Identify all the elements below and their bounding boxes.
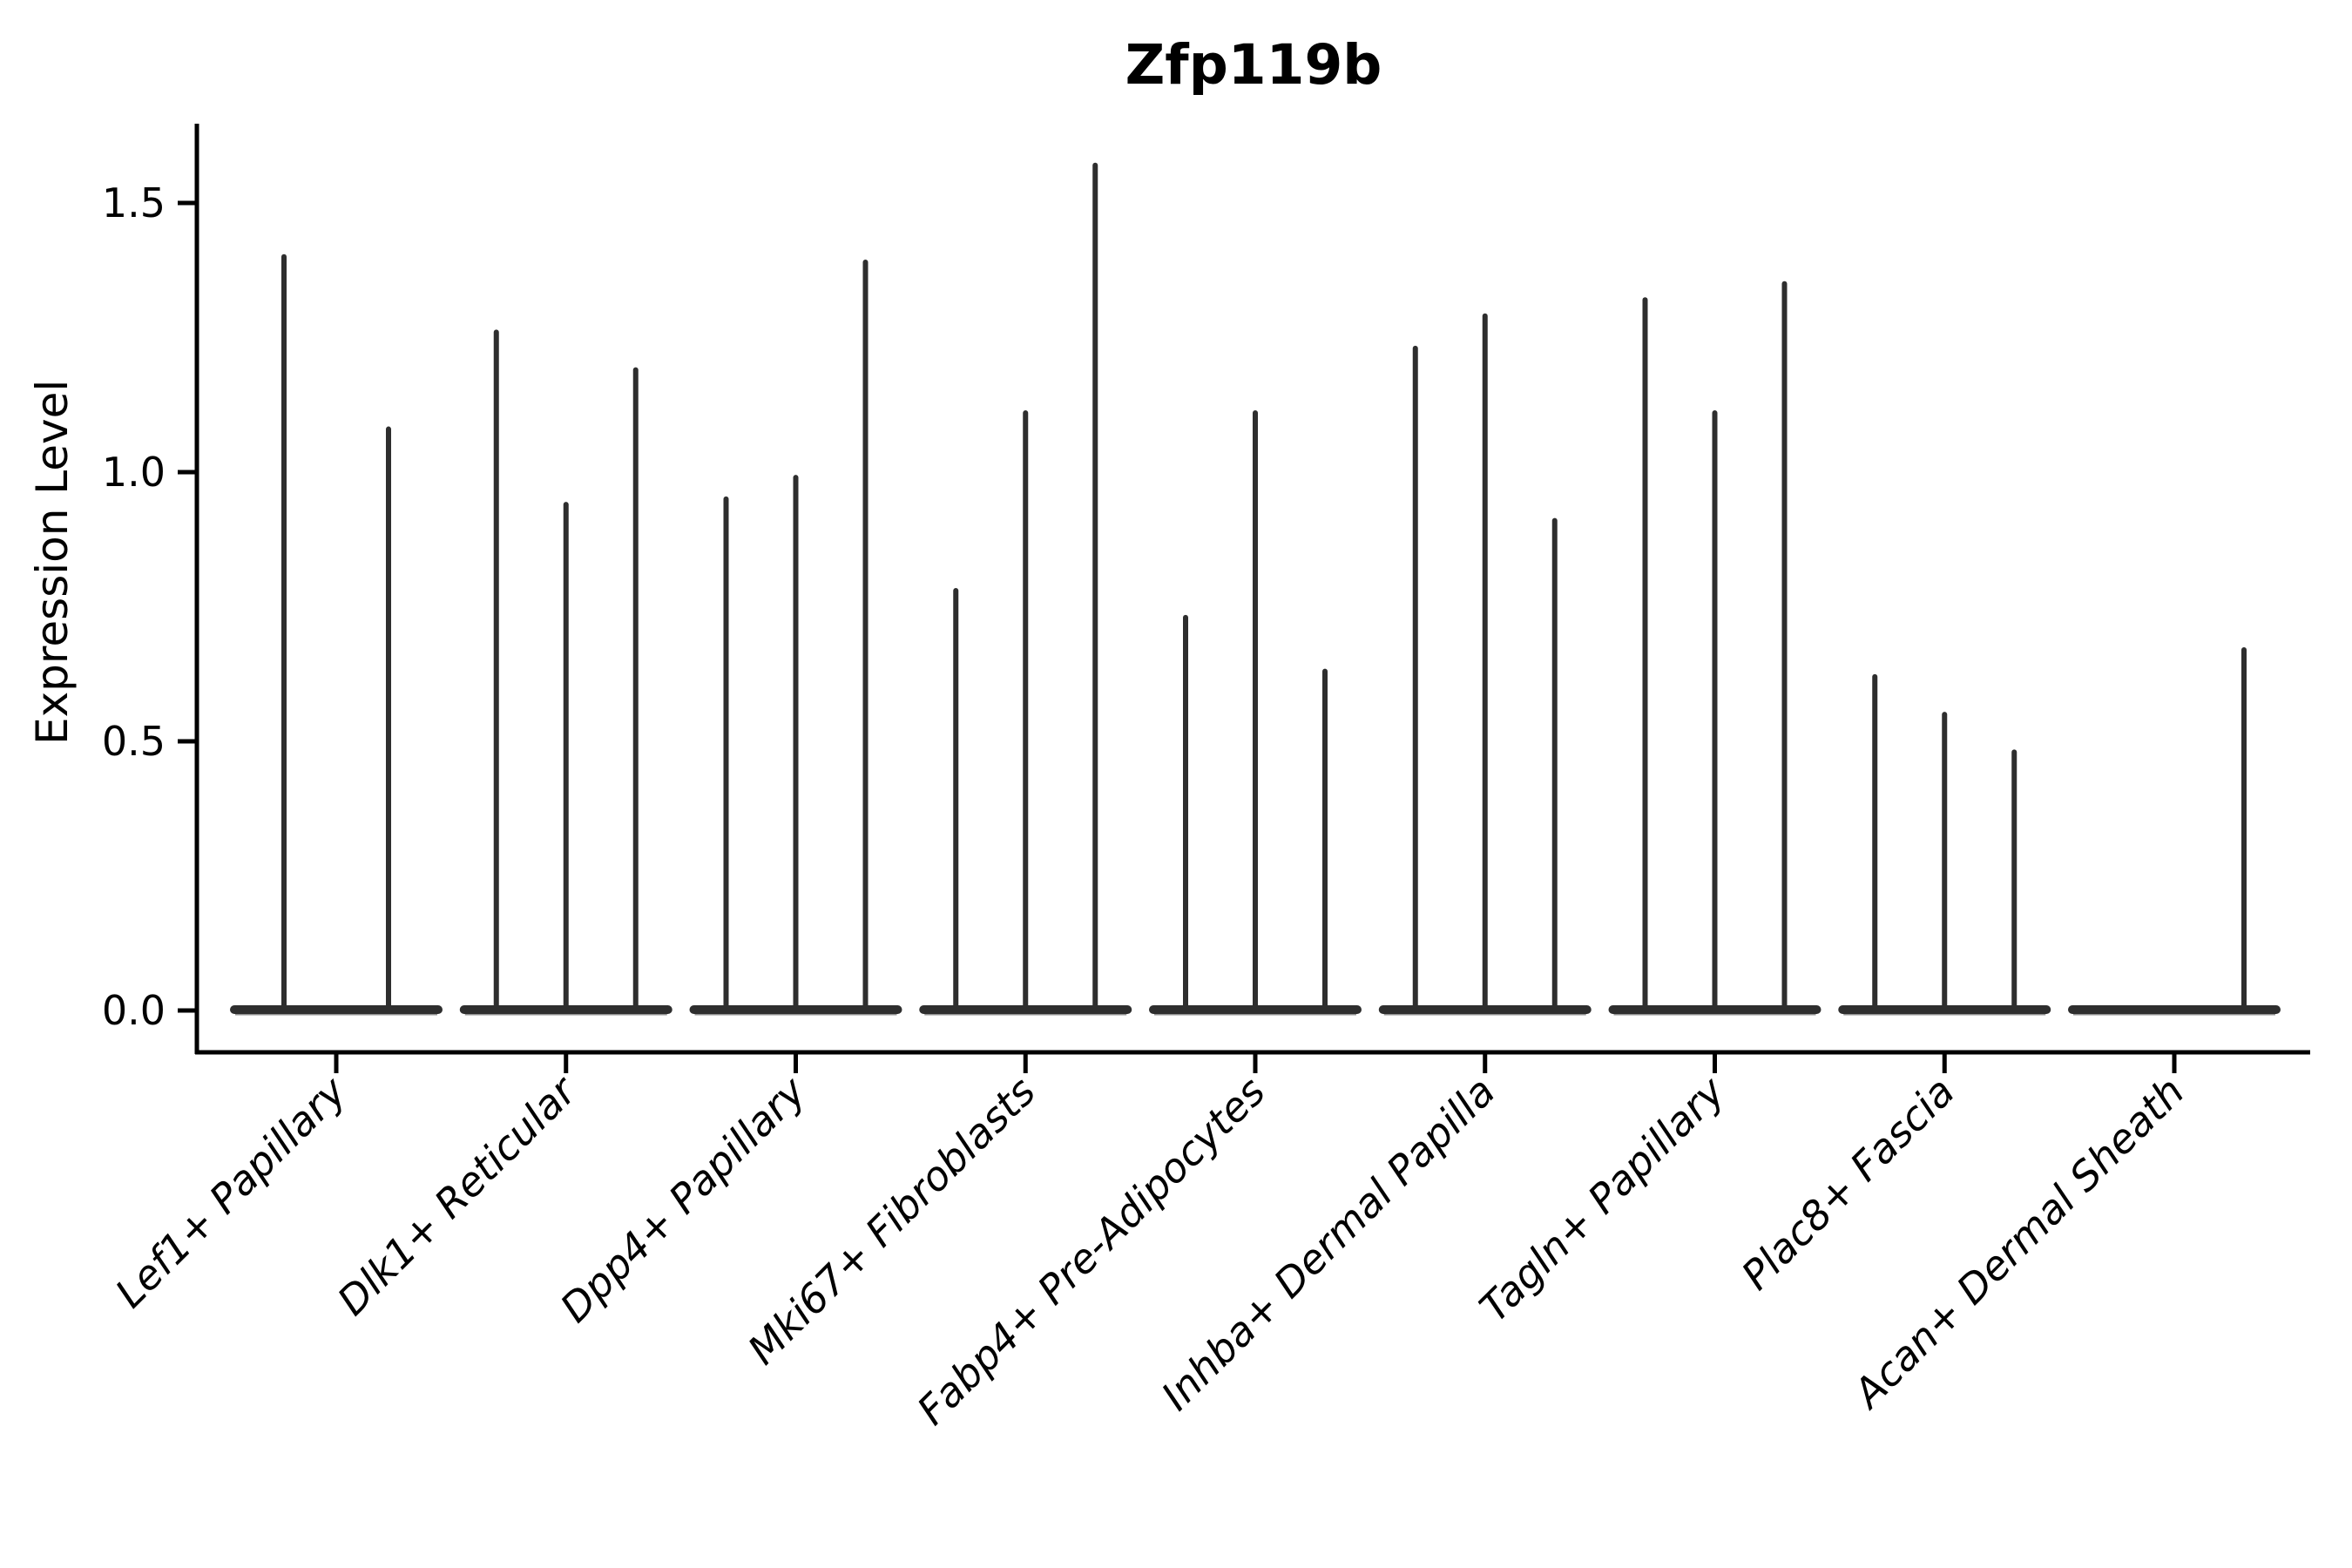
violin-group [1378, 313, 1592, 1016]
violin-group [459, 329, 672, 1016]
violin-group [2068, 646, 2281, 1016]
violin-group [230, 253, 443, 1016]
x-tick-label: Dpp4+ Papillary [551, 1067, 815, 1331]
x-tick-label: Lef1+ Papillary [106, 1067, 355, 1316]
y-tick-label: 0.0 [102, 987, 166, 1034]
y-tick-label: 1.5 [102, 179, 166, 226]
violin-group [689, 259, 902, 1016]
chart-title: Zfp119b [1125, 33, 1382, 97]
violin-group [1149, 410, 1362, 1016]
y-tick-label: 0.5 [102, 718, 166, 765]
violin-group [1838, 673, 2051, 1016]
violin-group [1608, 280, 1821, 1016]
y-tick-label: 1.0 [102, 449, 166, 496]
x-tick-label: Tagln+ Papillary [1470, 1067, 1734, 1331]
x-tick-label: Dlk1+ Reticular [328, 1065, 587, 1324]
x-tick-label: Plac8+ Fascia [1733, 1068, 1963, 1299]
violin-group [919, 162, 1132, 1016]
